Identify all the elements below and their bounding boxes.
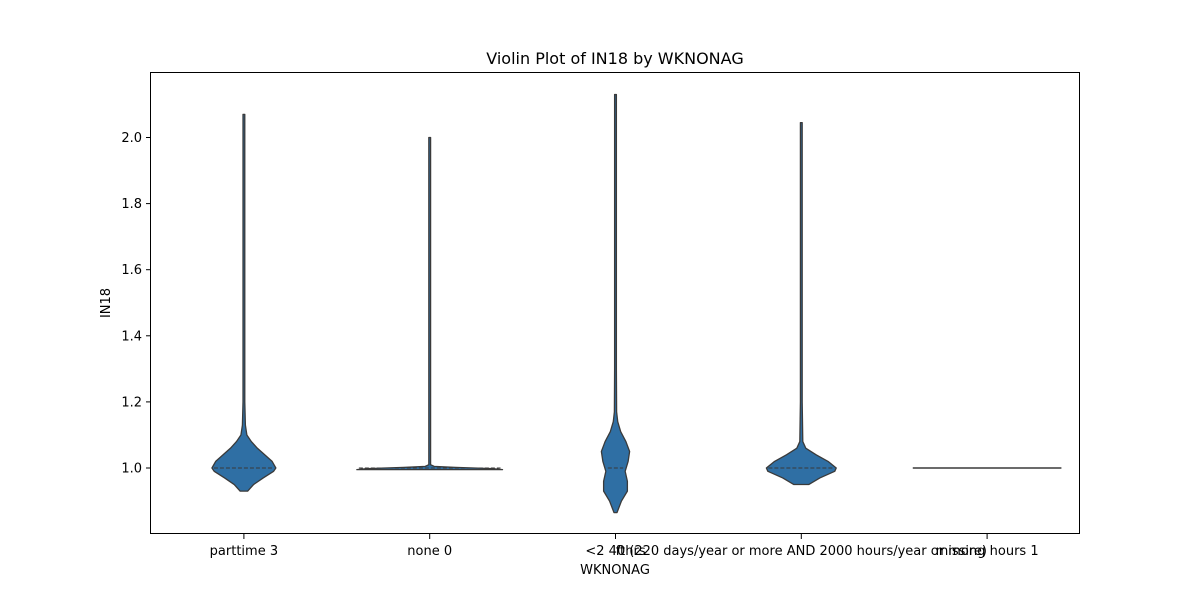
x-tick-label-0: parttime 3: [210, 544, 278, 559]
x-tick-label-1: none 0: [407, 544, 452, 559]
y-axis-label: IN18: [99, 288, 114, 318]
x-tick-label-4: missing hours 1: [936, 544, 1039, 559]
x-tick-label-3: ft (220 days/year or more AND 2000 hours…: [616, 544, 987, 559]
y-tick-label-2: 1.4: [121, 329, 142, 344]
y-axis: 1.0 1.2 1.4 1.6 1.8 2.0: [121, 131, 151, 477]
x-tick-label-2: <2 40hrs: [585, 544, 645, 559]
violin-0: [211, 113, 277, 492]
y-tick-label-4: 1.8: [121, 197, 142, 212]
violin-1: [356, 136, 504, 471]
x-axis-label: WKNONAG: [580, 563, 650, 578]
violins-layer: [211, 93, 1062, 514]
y-tick-label-5: 2.0: [121, 131, 142, 146]
violin-body-1: [356, 136, 504, 471]
y-tick-label-3: 1.6: [121, 263, 142, 278]
y-tick-label-1: 1.2: [121, 395, 142, 410]
y-tick-label-0: 1.0: [121, 462, 142, 477]
violin-body-3: [765, 121, 837, 486]
violin-3: [765, 121, 837, 486]
violin-body-0: [211, 113, 277, 492]
chart-title: Violin Plot of IN18 by WKNONAG: [486, 49, 743, 68]
violin-body-2: [600, 93, 631, 514]
plot-frame: [150, 72, 1080, 534]
violin-2: [600, 93, 631, 514]
